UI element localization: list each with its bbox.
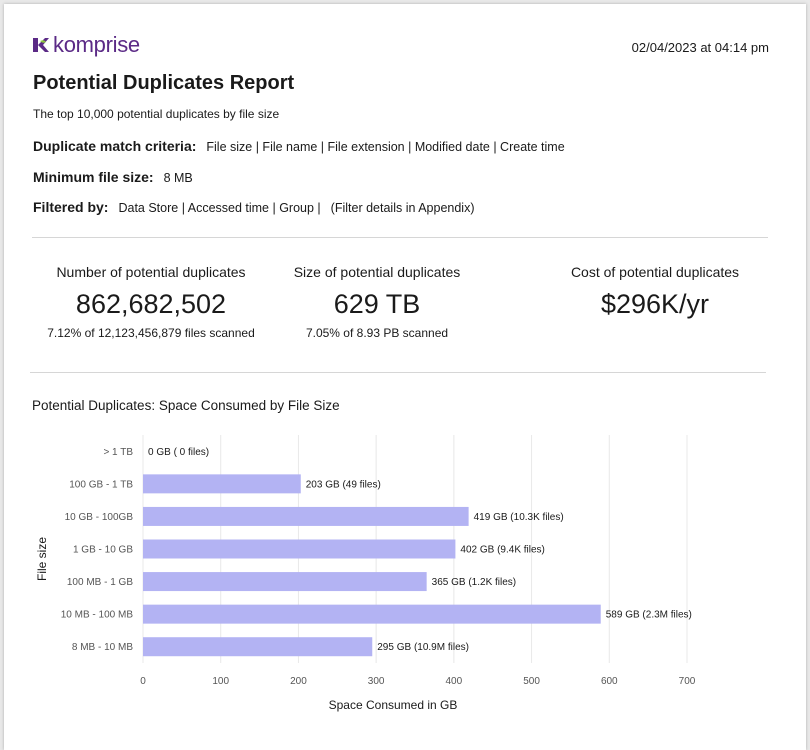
bar xyxy=(143,539,456,559)
min-size-row: Minimum file size: 8 MB xyxy=(33,169,193,185)
kpi-value: 862,682,502 xyxy=(75,289,227,319)
category-label: 1 GB - 10 GB xyxy=(73,545,133,556)
bar xyxy=(143,474,301,494)
category-label: > 1 TB xyxy=(103,447,133,458)
x-tick-label: 400 xyxy=(446,676,463,687)
page-title: Potential Duplicates Report xyxy=(33,72,295,94)
data-label: 365 GB (1.2K files) xyxy=(432,577,516,588)
match-criteria-label: Duplicate match criteria: xyxy=(33,138,197,154)
data-label: 589 GB (2.3M files) xyxy=(606,610,692,621)
kpi-value: $296K/yr xyxy=(600,289,710,319)
kpi-duplicate-count: Number of potential duplicates 862,682,5… xyxy=(26,264,276,340)
data-label: 203 GB (49 files) xyxy=(306,479,381,490)
x-axis-title: Space Consumed in GB xyxy=(329,698,458,712)
filter-details-note: (Filter details in Appendix) xyxy=(330,201,475,215)
data-label: 295 GB (10.9M files) xyxy=(377,642,469,653)
x-tick-label: 700 xyxy=(679,676,696,687)
report-page: komprise 02/04/2023 at 04:14 pm Potentia… xyxy=(4,4,806,750)
bar xyxy=(143,506,469,526)
match-criteria-value: File size | File name | File extension |… xyxy=(206,140,565,154)
category-label: 100 GB - 1 TB xyxy=(69,479,133,490)
kpi-duplicate-cost: Cost of potential duplicates $296K/yr xyxy=(530,264,780,326)
chart-title: Potential Duplicates: Space Consumed by … xyxy=(32,398,340,413)
bar xyxy=(143,604,601,624)
category-label: 10 GB - 100GB xyxy=(65,512,134,523)
min-size-label: Minimum file size: xyxy=(33,169,154,185)
min-size-value: 8 MB xyxy=(163,171,193,185)
bar xyxy=(143,572,427,592)
category-label: 100 MB - 1 GB xyxy=(67,577,133,588)
section-divider xyxy=(30,372,766,373)
x-tick-label: 300 xyxy=(368,676,385,687)
y-axis-title: File size xyxy=(35,537,49,581)
kpi-label: Number of potential duplicates xyxy=(56,264,246,280)
space-consumed-bar-chart: 0 100 200 300 400 500 600 700 > 1 TB 0 GB ( 0 fil… xyxy=(35,435,696,712)
filtered-by-label: Filtered by: xyxy=(33,199,109,215)
data-label: 402 GB (9.4K files) xyxy=(460,545,544,556)
x-tick-label: 200 xyxy=(290,676,307,687)
section-divider xyxy=(32,237,768,238)
category-label: 10 MB - 100 MB xyxy=(61,610,134,621)
report-subtitle: The top 10,000 potential duplicates by f… xyxy=(33,107,280,121)
kpi-value: 629 TB xyxy=(333,289,421,319)
komprise-logo-icon xyxy=(33,38,49,52)
match-criteria-row: Duplicate match criteria: File size | Fi… xyxy=(33,138,565,154)
kpi-subtext: 7.05% of 8.93 PB scanned xyxy=(305,326,449,340)
data-label: 419 GB (10.3K files) xyxy=(474,512,564,523)
kpi-subtext: 7.12% of 12,123,456,879 files scanned xyxy=(47,326,255,340)
category-label: 8 MB - 10 MB xyxy=(72,642,133,653)
report-timestamp: 02/04/2023 at 04:14 pm xyxy=(631,40,769,55)
x-tick-label: 0 xyxy=(140,676,146,687)
komprise-logo: komprise xyxy=(32,32,140,58)
kpi-label: Cost of potential duplicates xyxy=(570,264,740,280)
filtered-by-value: Data Store | Accessed time | Group | xyxy=(118,201,321,215)
kpi-duplicate-size: Size of potential duplicates 629 TB 7.05… xyxy=(252,264,502,340)
brand-name: komprise xyxy=(53,32,140,57)
x-tick-label: 100 xyxy=(212,676,229,687)
kpi-label: Size of potential duplicates xyxy=(293,264,461,280)
data-label: 0 GB ( 0 files) xyxy=(148,447,209,458)
x-tick-label: 600 xyxy=(601,676,618,687)
filtered-by-row: Filtered by: Data Store | Accessed time … xyxy=(33,199,475,215)
x-tick-label: 500 xyxy=(523,676,540,687)
bar xyxy=(143,637,373,657)
